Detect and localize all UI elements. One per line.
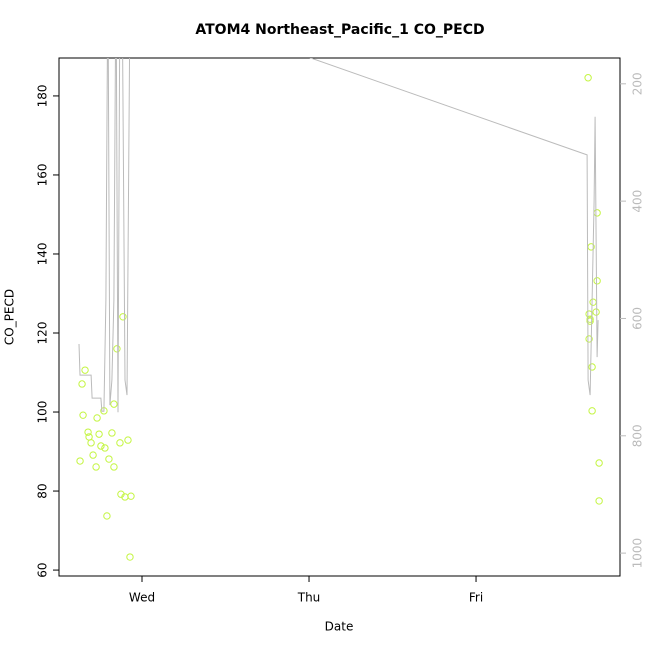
- point: [110, 400, 118, 408]
- point: [113, 345, 121, 353]
- y-tick-label: 160: [36, 164, 50, 187]
- point: [76, 457, 84, 465]
- point: [588, 363, 596, 371]
- point: [103, 512, 111, 520]
- point: [81, 366, 89, 374]
- point: [87, 439, 95, 447]
- point: [119, 313, 127, 321]
- y-tick-label: 120: [36, 322, 50, 345]
- point: [588, 407, 596, 415]
- x-tick-label: Thu: [297, 591, 321, 605]
- point: [584, 74, 592, 82]
- point: [95, 430, 103, 438]
- point: [78, 380, 86, 388]
- plot-frame: [58, 57, 621, 577]
- point: [110, 463, 118, 471]
- point: [84, 428, 92, 436]
- line: [78, 58, 599, 413]
- y-tick-label: 180: [36, 84, 50, 107]
- point: [105, 455, 113, 463]
- point: [595, 459, 603, 467]
- y-tick-label: 100: [36, 401, 50, 424]
- y2-tick-label: 200: [631, 72, 645, 95]
- point: [586, 315, 594, 323]
- point: [108, 429, 116, 437]
- point: [593, 277, 601, 285]
- point: [79, 411, 87, 419]
- point: [127, 492, 135, 500]
- point: [585, 335, 593, 343]
- point: [93, 414, 101, 422]
- y2-tick-label: 1000: [631, 538, 645, 569]
- point: [116, 439, 124, 447]
- point: [97, 442, 105, 450]
- y-tick-label: 60: [36, 562, 50, 577]
- chart-title: ATOM4 Northeast_Pacific_1 CO_PECD: [195, 22, 484, 38]
- y2-tick-label: 600: [631, 307, 645, 330]
- y2-tick-label: 400: [631, 190, 645, 213]
- point: [126, 553, 134, 561]
- point: [595, 497, 603, 505]
- point: [124, 436, 132, 444]
- point: [101, 444, 109, 452]
- x-axis-label: Date: [325, 620, 354, 634]
- x-tick-label: Fri: [469, 591, 483, 605]
- y-tick-label: 80: [36, 483, 50, 498]
- point: [92, 463, 100, 471]
- point: [586, 317, 594, 325]
- y2-tick-label: 800: [631, 424, 645, 447]
- point: [592, 308, 600, 316]
- y-axis-label: CO_PECD: [3, 289, 17, 345]
- y-tick-label: 140: [36, 243, 50, 266]
- point: [89, 451, 97, 459]
- x-tick-label: Wed: [129, 591, 155, 605]
